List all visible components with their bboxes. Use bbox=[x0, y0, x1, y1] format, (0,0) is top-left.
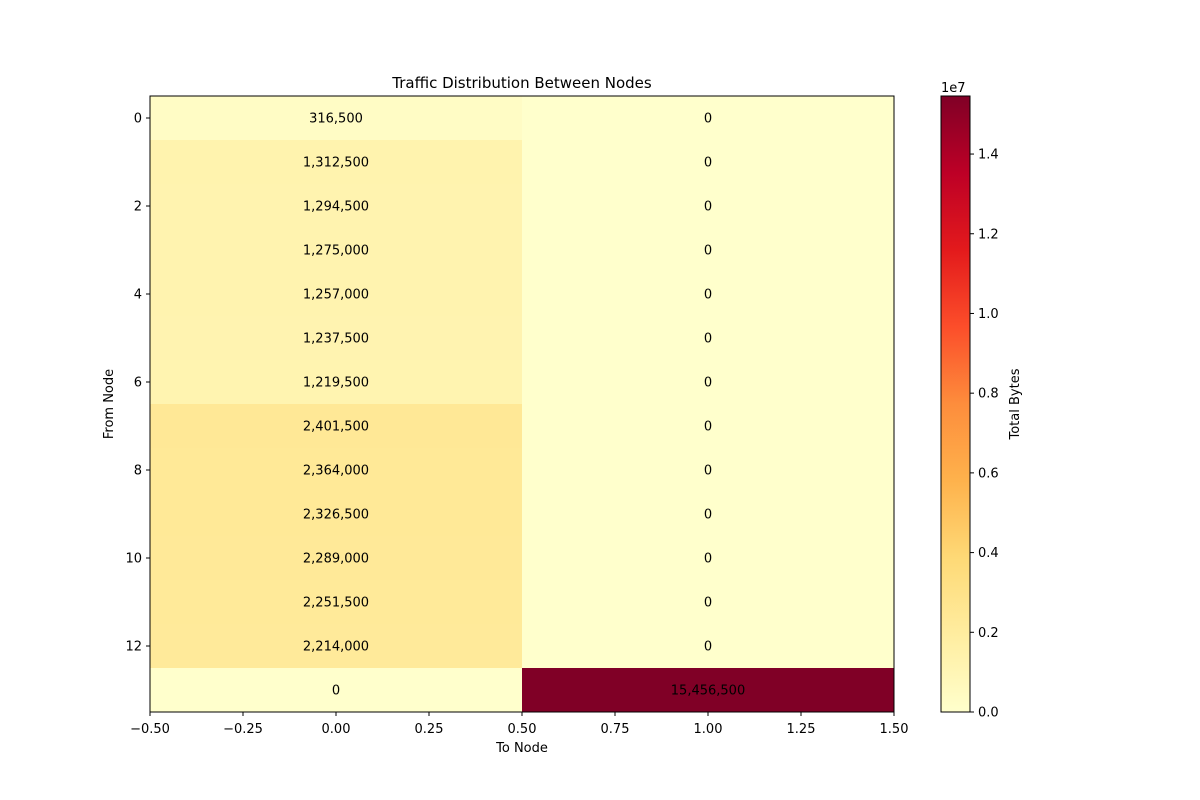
cell-value-label: 0 bbox=[704, 596, 712, 611]
heatmap-cell bbox=[150, 404, 522, 448]
colorbar-ticks: 0.0 0.2 0.4 0.6 0.8 1.0 1.2 1.4 bbox=[970, 148, 999, 721]
heatmap-cell bbox=[150, 140, 522, 184]
colorbar-label: Total Bytes bbox=[1008, 368, 1023, 440]
cell-value-label: 1,275,000 bbox=[303, 244, 369, 259]
heatmap-cell bbox=[522, 536, 894, 580]
cell-value-label: 1,219,500 bbox=[303, 376, 369, 391]
heatmap-cell bbox=[150, 448, 522, 492]
cell-value-label: 2,251,500 bbox=[303, 596, 369, 611]
heatmap-cell bbox=[150, 272, 522, 316]
heatmap-cell bbox=[150, 668, 522, 712]
heatmap-cell bbox=[150, 184, 522, 228]
cell-value-label: 0 bbox=[704, 200, 712, 215]
heatmap-cell bbox=[150, 316, 522, 360]
x-axis-ticks: −0.50 −0.25 0.00 0.25 0.50 0.75 1.00 1.25 1.50 bbox=[130, 712, 908, 737]
heatmap-cell bbox=[522, 668, 894, 712]
heatmap-cell bbox=[522, 448, 894, 492]
cell-value-label: 0 bbox=[704, 552, 712, 567]
heatmap-cell bbox=[522, 96, 894, 140]
x-axis-label: To Node bbox=[495, 741, 548, 756]
y-tick-label: 10 bbox=[125, 552, 142, 567]
cell-value-label: 0 bbox=[704, 288, 712, 303]
x-tick-label: 1.00 bbox=[694, 722, 723, 737]
colorbar-tick-label: 0.0 bbox=[978, 706, 999, 721]
cell-value-label: 1,312,500 bbox=[303, 156, 369, 171]
heatmap-cell bbox=[522, 404, 894, 448]
cell-value-label: 1,257,000 bbox=[303, 288, 369, 303]
x-tick-label: −0.50 bbox=[130, 722, 170, 737]
cell-value-label: 15,456,500 bbox=[671, 684, 745, 699]
y-tick-label: 4 bbox=[134, 288, 142, 303]
heatmap-cells bbox=[150, 96, 894, 712]
heatmap-cell bbox=[522, 580, 894, 624]
heatmap-cell bbox=[150, 624, 522, 668]
heatmap-cell bbox=[150, 96, 522, 140]
cell-value-label: 0 bbox=[704, 244, 712, 259]
y-tick-label: 0 bbox=[134, 112, 142, 127]
colorbar-tick-label: 0.6 bbox=[978, 466, 999, 481]
cell-value-label: 0 bbox=[704, 508, 712, 523]
heatmap-cell bbox=[522, 316, 894, 360]
cell-value-label: 0 bbox=[704, 156, 712, 171]
cell-value-label: 0 bbox=[704, 332, 712, 347]
heatmap-cell bbox=[150, 536, 522, 580]
colorbar-tick-label: 0.4 bbox=[978, 546, 999, 561]
colorbar-offset-label: 1e7 bbox=[941, 81, 966, 96]
heatmap-cell bbox=[522, 228, 894, 272]
cell-value-label: 0 bbox=[704, 420, 712, 435]
cell-value-label: 0 bbox=[704, 376, 712, 391]
colorbar bbox=[941, 96, 970, 712]
heatmap-cell bbox=[522, 624, 894, 668]
y-tick-label: 6 bbox=[134, 376, 142, 391]
heatmap-cell bbox=[522, 492, 894, 536]
y-tick-label: 8 bbox=[134, 464, 142, 479]
cell-value-label: 0 bbox=[332, 684, 340, 699]
y-axis-ticks: 0 2 4 6 8 10 12 bbox=[125, 112, 150, 655]
cell-value-label: 0 bbox=[704, 464, 712, 479]
heatmap-cell-labels: 316,500 0 1,312,500 0 1,294,500 0 1,275,000 0 1,… bbox=[303, 112, 745, 699]
colorbar-tick-label: 1.4 bbox=[978, 148, 999, 163]
colorbar-tick-label: 0.2 bbox=[978, 626, 999, 641]
cell-value-label: 2,364,000 bbox=[303, 464, 369, 479]
heatmap-cell bbox=[522, 272, 894, 316]
cell-value-label: 316,500 bbox=[309, 112, 363, 127]
heatmap-cell bbox=[150, 492, 522, 536]
x-tick-label: 0.25 bbox=[415, 722, 444, 737]
y-tick-label: 12 bbox=[125, 640, 142, 655]
heatmap-cell bbox=[522, 184, 894, 228]
cell-value-label: 2,326,500 bbox=[303, 508, 369, 523]
colorbar-tick-label: 1.2 bbox=[978, 227, 999, 242]
x-tick-label: 0.75 bbox=[601, 722, 630, 737]
y-tick-label: 2 bbox=[134, 200, 142, 215]
y-axis-label: From Node bbox=[102, 369, 117, 439]
x-tick-label: 1.50 bbox=[880, 722, 909, 737]
heatmap-cell bbox=[150, 580, 522, 624]
x-tick-label: 1.25 bbox=[787, 722, 816, 737]
cell-value-label: 2,214,000 bbox=[303, 640, 369, 655]
colorbar-tick-label: 1.0 bbox=[978, 307, 999, 322]
cell-value-label: 1,237,500 bbox=[303, 332, 369, 347]
x-tick-label: 0.00 bbox=[322, 722, 351, 737]
colorbar-frame bbox=[940, 95, 971, 713]
x-tick-label: −0.25 bbox=[223, 722, 263, 737]
heatmap-cell bbox=[522, 140, 894, 184]
cell-value-label: 0 bbox=[704, 112, 712, 127]
heatmap-cell bbox=[150, 228, 522, 272]
cell-value-label: 2,401,500 bbox=[303, 420, 369, 435]
chart-title: Traffic Distribution Between Nodes bbox=[391, 74, 652, 92]
heatmap-cell bbox=[522, 360, 894, 404]
x-tick-label: 0.50 bbox=[508, 722, 537, 737]
cell-value-label: 2,289,000 bbox=[303, 552, 369, 567]
cell-value-label: 0 bbox=[704, 640, 712, 655]
heatmap-cell bbox=[150, 360, 522, 404]
colorbar-tick-label: 0.8 bbox=[978, 387, 999, 402]
cell-value-label: 1,294,500 bbox=[303, 200, 369, 215]
